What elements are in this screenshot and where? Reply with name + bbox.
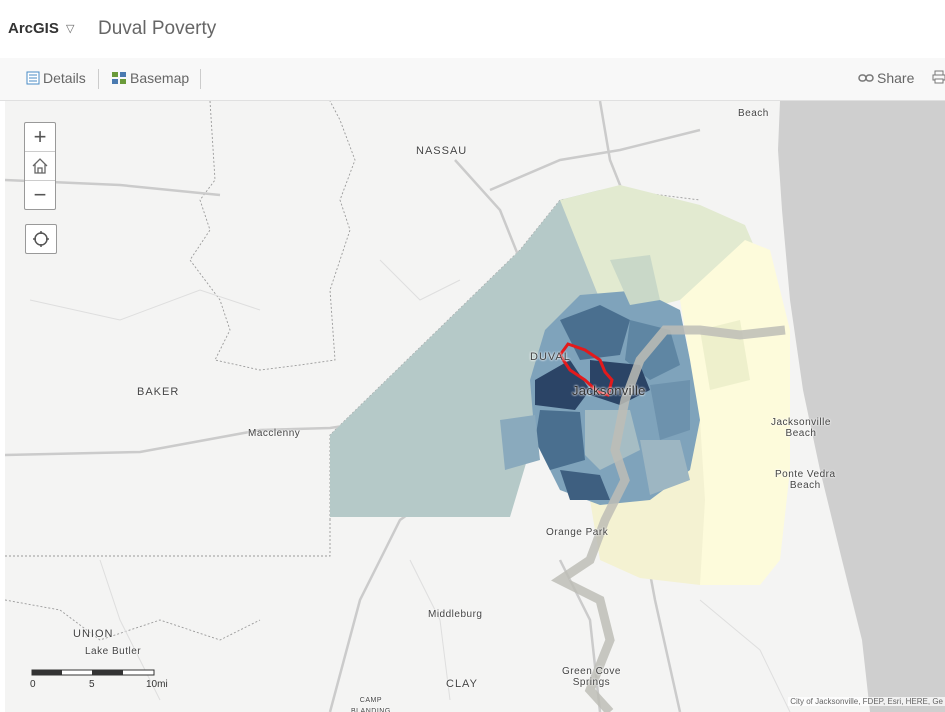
label-nassau: NASSAU	[416, 145, 468, 157]
ocean	[778, 101, 945, 712]
duval-county-west[interactable]	[330, 190, 620, 517]
label-ponte-vedra-beach: Ponte Vedra Beach	[775, 469, 836, 491]
label-lake-butler: Lake Butler	[85, 646, 142, 657]
map-toolbar: Details Basemap Share	[0, 58, 945, 101]
default-extent-button[interactable]	[25, 152, 55, 181]
details-button[interactable]: Details	[26, 70, 86, 86]
toolbar-divider	[98, 69, 99, 89]
label-jacksonville: Jacksonville	[572, 383, 646, 398]
share-button[interactable]: Share	[858, 70, 914, 86]
map-view[interactable]: Beach NASSAU BAKER Macclenny DUVAL UNION…	[5, 101, 945, 712]
scale-tick-10: 10mi	[146, 679, 168, 690]
label-jacksonville-beach: Jacksonville Beach	[771, 417, 831, 439]
label-green-cove-springs: Green Cove Springs	[562, 666, 621, 688]
scale-bar-graphic	[31, 669, 155, 676]
print-icon	[932, 70, 945, 84]
label-orange-park: Orange Park	[546, 527, 609, 538]
label-baker: BAKER	[137, 386, 180, 398]
zoom-in-button[interactable]: +	[25, 123, 55, 152]
map-canvas[interactable]	[5, 101, 945, 712]
brand-menu-caret-icon[interactable]: ▽	[66, 23, 75, 35]
zoom-control: + −	[24, 122, 56, 210]
locate-icon	[33, 231, 49, 247]
label-union: UNION	[73, 628, 114, 640]
label-camp-blanding: CAMP BLANDING	[351, 697, 391, 712]
scale-tick-5: 5	[89, 679, 95, 690]
label-fernandina-beach: Beach	[738, 108, 769, 119]
scale-tick-0: 0	[30, 679, 36, 690]
scale-bar: 0 5 10mi	[30, 666, 168, 694]
label-clay: CLAY	[446, 678, 478, 690]
basemap-button[interactable]: Basemap	[111, 70, 189, 86]
details-label: Details	[43, 70, 86, 86]
print-button[interactable]	[932, 70, 945, 84]
label-macclenny: Macclenny	[248, 428, 301, 439]
map-attribution[interactable]: City of Jacksonville, FDEP, Esri, HERE, …	[788, 697, 945, 706]
map-title: Duval Poverty	[98, 18, 217, 39]
basemap-label: Basemap	[130, 70, 190, 86]
basemap-icon	[112, 72, 126, 84]
arcgis-brand[interactable]: ArcGIS	[8, 20, 59, 37]
zoom-out-button[interactable]: −	[33, 182, 47, 207]
link-icon	[858, 74, 874, 82]
locate-button[interactable]	[25, 224, 57, 254]
toolbar-divider	[200, 69, 201, 89]
selected-tract-highlight[interactable]	[558, 342, 614, 397]
duval-county-east[interactable]	[680, 240, 790, 585]
st-johns-river	[551, 325, 786, 712]
label-middleburg: Middleburg	[428, 609, 483, 620]
label-duval: DUVAL	[530, 351, 571, 363]
home-icon	[32, 158, 48, 174]
share-label: Share	[877, 70, 915, 86]
details-icon	[26, 71, 40, 85]
app-header: ArcGIS ▽ Duval Poverty	[0, 0, 945, 58]
